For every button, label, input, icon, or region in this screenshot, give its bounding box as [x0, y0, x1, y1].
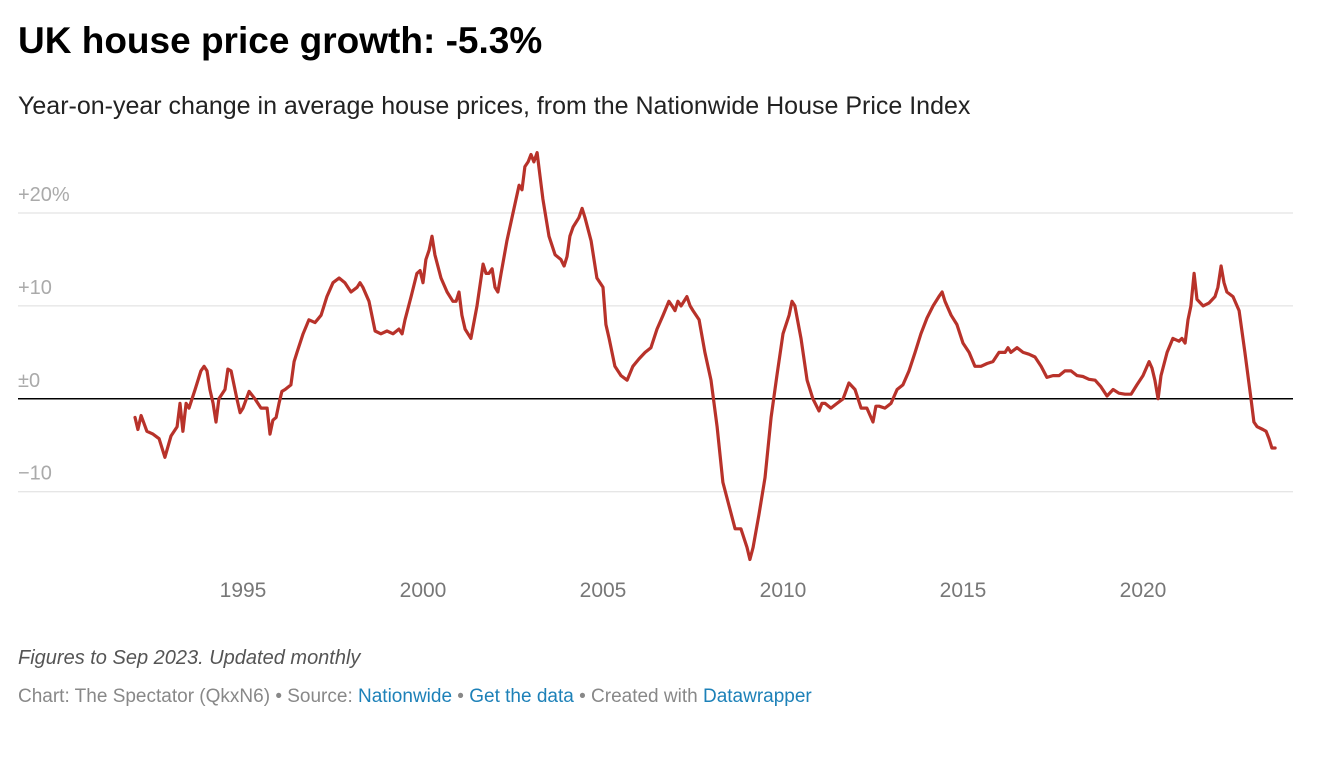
separator: •: [579, 686, 586, 707]
y-tick-label: +20%: [18, 184, 70, 206]
x-tick-label: 2000: [400, 579, 447, 602]
notes: Figures to Sep 2023. Updated monthly: [18, 647, 361, 669]
get-data-link[interactable]: Get the data: [469, 686, 574, 707]
credit-chart: Chart: The Spectator (QkxN6): [18, 686, 271, 707]
separator: •: [275, 686, 282, 707]
source-label: Source:: [287, 686, 353, 707]
chart: −10 ±0 +10 +20% 1995 2000 2005 2010 2015 2020: [18, 151, 1293, 602]
x-tick-label: 2020: [1120, 579, 1167, 602]
created-with: Created with: [591, 686, 698, 707]
y-tick-label: −10: [18, 463, 52, 485]
tool-link[interactable]: Datawrapper: [702, 686, 812, 707]
chart-subtitle: Year-on-year change in average house pri…: [18, 92, 971, 120]
separator: •: [457, 686, 464, 707]
source-link[interactable]: Nationwide: [358, 686, 453, 707]
y-tick-label: ±0: [18, 370, 40, 392]
y-tick-label: +10: [18, 277, 52, 299]
credits: Chart: The Spectator (QkxN6) • Source: N…: [18, 686, 812, 708]
x-tick-label: 2015: [940, 579, 987, 602]
x-tick-label: 1995: [220, 579, 267, 602]
x-tick-label: 2010: [760, 579, 807, 602]
x-tick-label: 2005: [580, 579, 627, 602]
line: [133, 151, 1277, 562]
chart-title: UK house price growth: -5.3%: [18, 20, 543, 61]
